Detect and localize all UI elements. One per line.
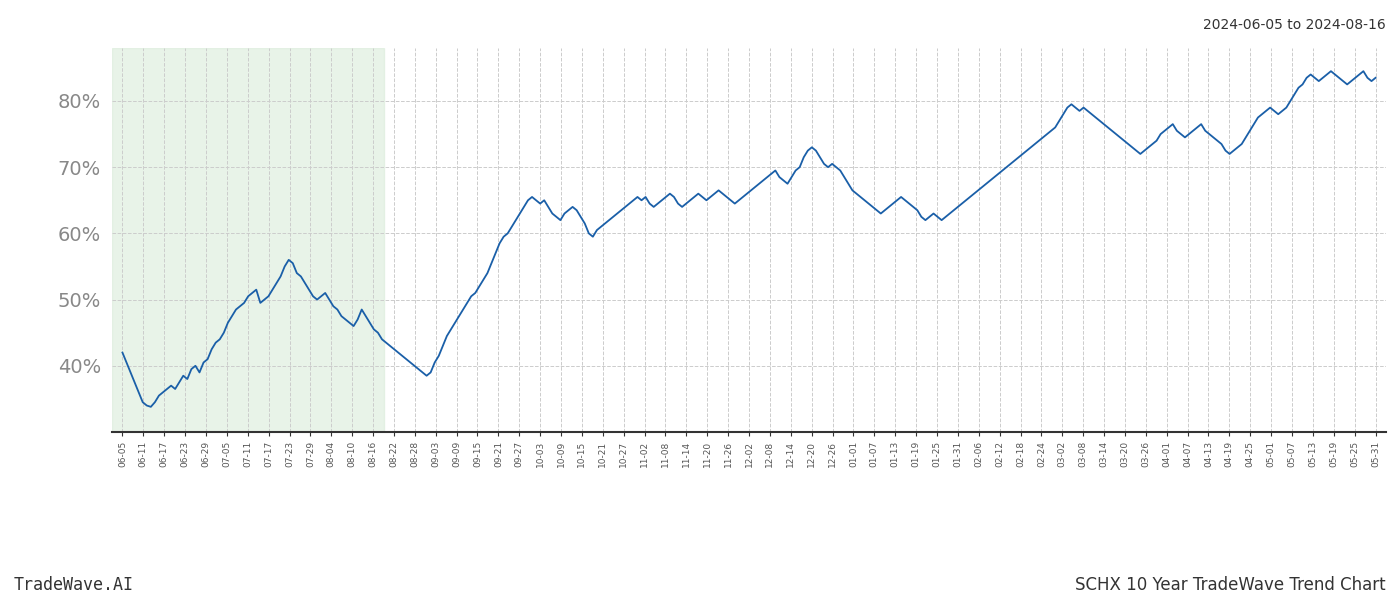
- Bar: [112, 48, 384, 432]
- Text: 2024-06-05 to 2024-08-16: 2024-06-05 to 2024-08-16: [1203, 18, 1386, 32]
- Text: TradeWave.AI: TradeWave.AI: [14, 576, 134, 594]
- Text: SCHX 10 Year TradeWave Trend Chart: SCHX 10 Year TradeWave Trend Chart: [1075, 576, 1386, 594]
